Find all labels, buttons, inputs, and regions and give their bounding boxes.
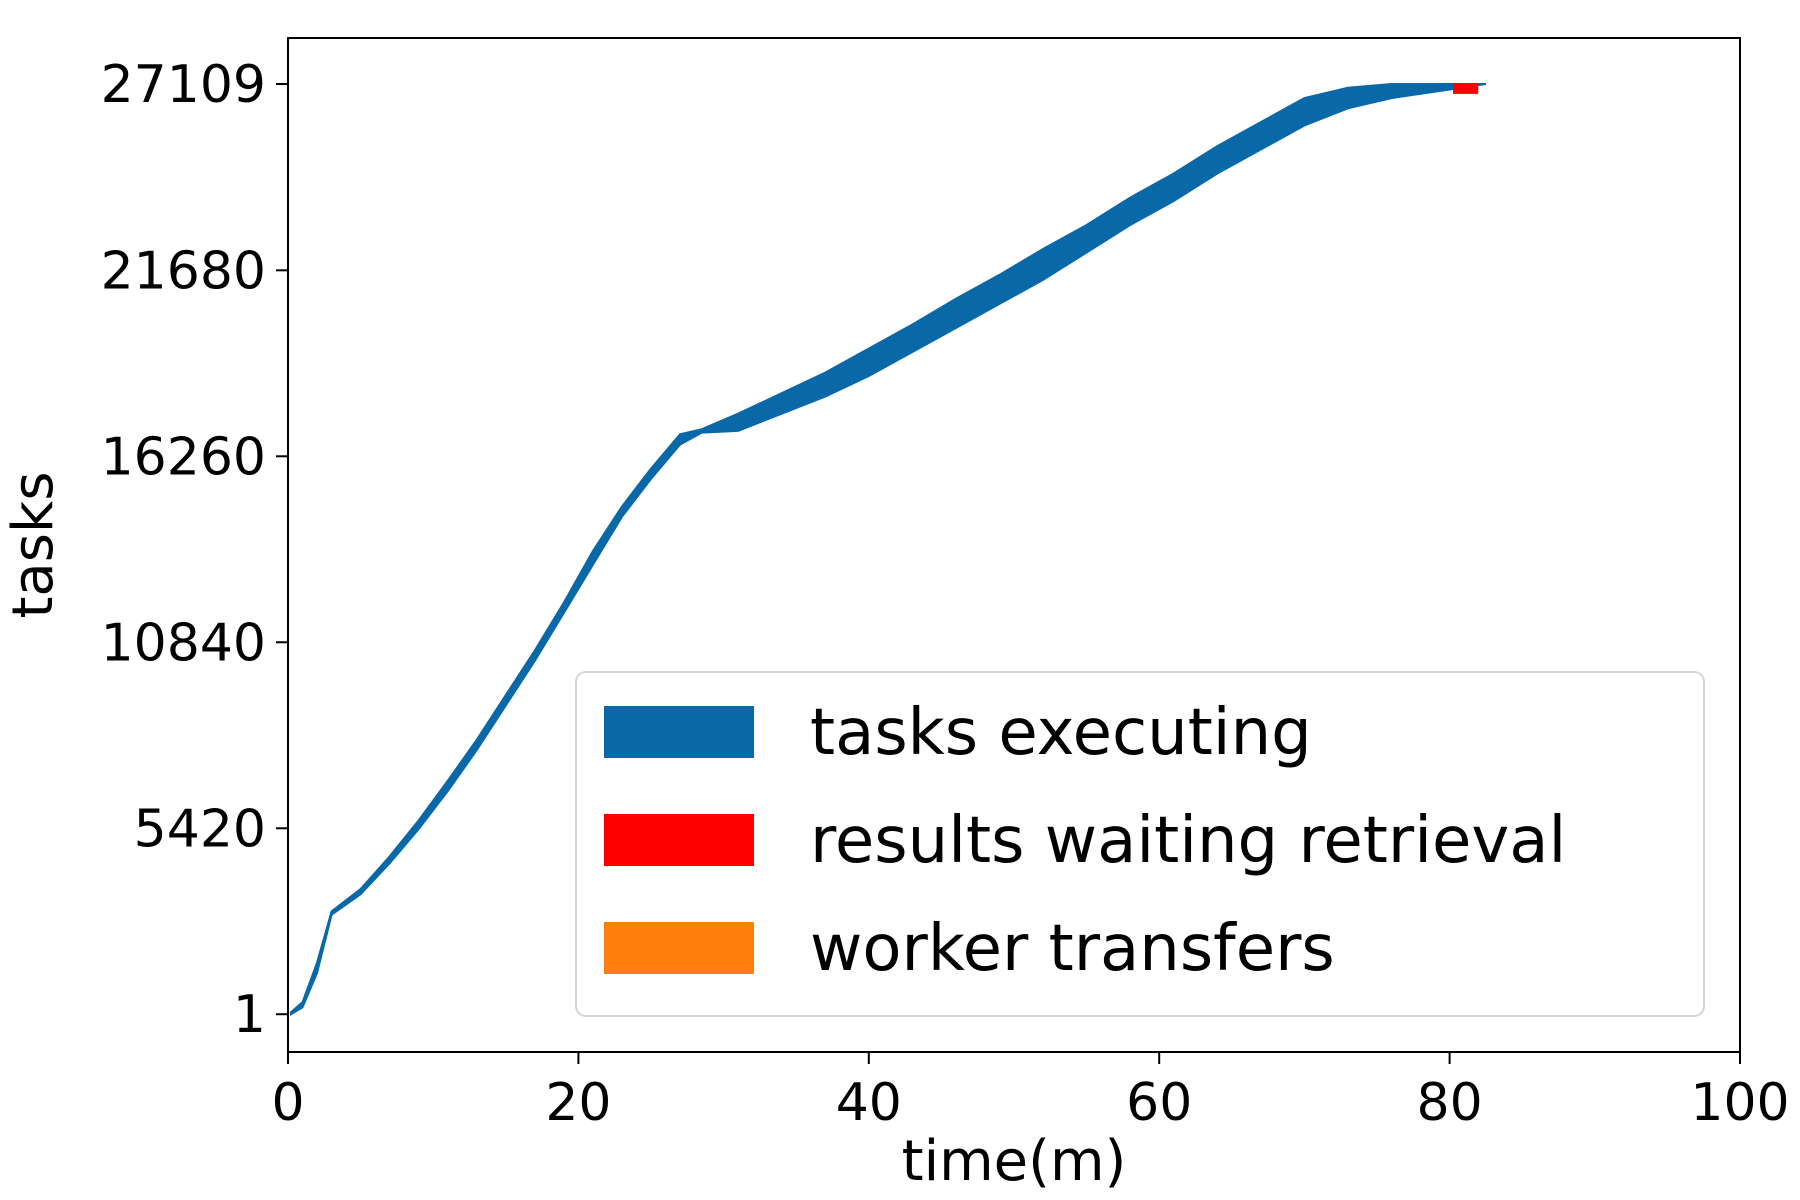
- x-axis: 0 20 40 60 80 100: [271, 1052, 1790, 1133]
- legend-swatch-results-waiting-retrieval: [604, 814, 754, 866]
- legend-swatch-tasks-executing: [604, 706, 754, 758]
- x-tick-label: 40: [836, 1073, 902, 1133]
- x-axis-label: time(m): [902, 1129, 1127, 1194]
- plot-frame: [287, 37, 1741, 1053]
- legend-label-tasks-executing: tasks executing: [810, 696, 1312, 770]
- x-tick-label: 0: [271, 1073, 304, 1133]
- x-tick-label: 60: [1126, 1073, 1192, 1133]
- x-tick-label: 100: [1690, 1073, 1789, 1133]
- legend: tasks executing results waiting retrieva…: [575, 671, 1705, 1017]
- y-tick-label: 21680: [101, 241, 266, 301]
- legend-label-worker-transfers: worker transfers: [810, 912, 1335, 986]
- y-tick-label: 27109: [101, 55, 266, 115]
- chart-marks: [289, 83, 1487, 1016]
- legend-label-results-waiting-retrieval: results waiting retrieval: [810, 804, 1566, 878]
- y-axis: 1 5420 10840 16260 21680 27109: [101, 55, 288, 1045]
- series-band-results-waiting-retrieval: [1453, 83, 1479, 94]
- y-tick-label: 1: [233, 985, 266, 1045]
- x-tick-label: 20: [545, 1073, 611, 1133]
- y-tick-label: 5420: [134, 799, 266, 859]
- y-tick-label: 16260: [101, 427, 266, 487]
- legend-swatch-worker-transfers: [604, 922, 754, 974]
- x-tick-label: 80: [1417, 1073, 1483, 1133]
- y-axis-label: tasks: [1, 471, 66, 618]
- legend-box: [575, 671, 1705, 1017]
- y-tick-label: 10840: [101, 613, 266, 673]
